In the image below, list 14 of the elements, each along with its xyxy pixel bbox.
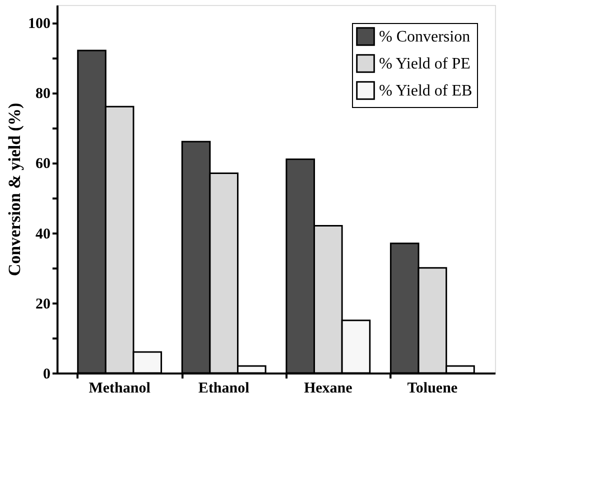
y-tick-label: 60 <box>36 156 50 172</box>
y-tick-label: 0 <box>43 366 50 382</box>
y-tick-label: 100 <box>28 16 50 32</box>
x-tick-label: Methanol <box>88 380 150 396</box>
y-axis-title: Conversion & yield (%) <box>5 102 24 276</box>
y-tick-label: 40 <box>36 226 50 242</box>
x-tick-label: Hexane <box>304 380 353 396</box>
y-tick-label: 80 <box>36 86 50 102</box>
legend-label: % Yield of EB <box>379 82 472 100</box>
legend-label: % Yield of PE <box>379 56 470 72</box>
x-tick-label: Toluene <box>407 380 458 396</box>
y-tick-label: 20 <box>36 296 50 312</box>
x-tick-label: Ethanol <box>198 380 250 396</box>
legend-label: % Conversion <box>379 28 470 46</box>
